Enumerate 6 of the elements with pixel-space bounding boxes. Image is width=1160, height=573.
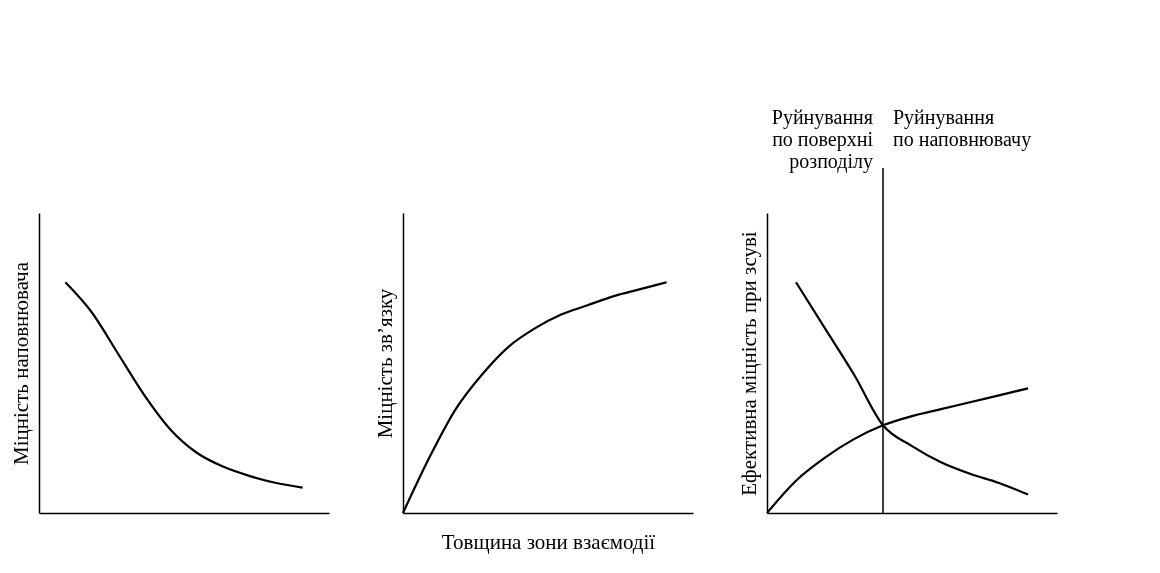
y-axis-title: Міцність наповнювача bbox=[8, 261, 33, 466]
text: Руйнування по наповнювачу bbox=[893, 106, 1032, 151]
text: Руйнування по поверхні розподілу bbox=[771, 106, 874, 173]
y-axis-title: Міцність зв’язку bbox=[372, 288, 397, 439]
y-axis-title: Ефективна міцність при зсуві bbox=[736, 231, 761, 496]
x-axis-title: Товщина зони взаємодії bbox=[441, 529, 656, 554]
